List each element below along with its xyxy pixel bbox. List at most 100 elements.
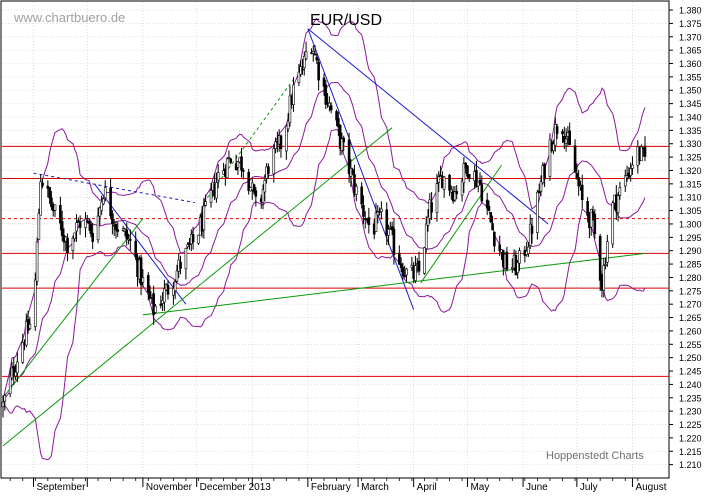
candle — [103, 180, 107, 202]
candle — [539, 175, 543, 196]
candle — [242, 167, 245, 180]
y-tick-label: 1.235 — [679, 393, 702, 403]
blue-trend-line — [307, 28, 549, 225]
candle — [35, 237, 39, 286]
candle — [573, 139, 577, 174]
candle — [125, 222, 129, 246]
candle — [340, 132, 344, 155]
candle — [543, 162, 546, 188]
candle — [335, 109, 338, 127]
candle — [279, 134, 283, 158]
candle — [254, 186, 258, 207]
candle — [304, 41, 308, 61]
candle — [354, 183, 358, 202]
candle — [640, 144, 643, 162]
candle — [315, 53, 319, 64]
candle — [75, 214, 78, 242]
candle — [172, 281, 175, 305]
green-trend-line — [420, 164, 502, 284]
candle — [100, 195, 103, 215]
candle — [324, 80, 328, 110]
green-trend-line — [2, 127, 393, 447]
candle — [424, 216, 428, 253]
candle — [302, 51, 306, 76]
candle — [322, 73, 326, 96]
candle — [577, 169, 580, 196]
candle — [317, 58, 320, 91]
candle — [401, 262, 405, 280]
candle — [288, 85, 292, 127]
y-tick-label: 1.300 — [679, 219, 702, 229]
candle — [166, 280, 170, 300]
y-tick-label: 1.360 — [679, 59, 702, 69]
candle — [139, 254, 143, 296]
candle — [209, 182, 213, 208]
y-axis: 1.210 1.215 1.220 1.225 1.230 1.235 1.240 1.245… — [669, 6, 702, 470]
candle — [1, 395, 5, 418]
candle — [360, 182, 363, 209]
candle — [329, 102, 333, 114]
candle — [337, 111, 340, 136]
candle — [518, 247, 521, 272]
candle — [552, 139, 555, 155]
candle — [78, 215, 82, 235]
candle — [301, 58, 304, 75]
candle — [263, 174, 267, 202]
candle — [84, 212, 87, 238]
candle — [50, 190, 53, 210]
candle — [417, 251, 421, 276]
candle — [403, 265, 406, 278]
candle — [537, 183, 541, 194]
candle — [611, 200, 615, 248]
candle — [313, 45, 317, 56]
candle — [286, 113, 290, 133]
candle — [8, 368, 12, 398]
candle — [568, 122, 571, 146]
y-tick-label: 1.255 — [679, 340, 702, 350]
plot-frame — [0, 0, 670, 479]
y-tick-label: 1.265 — [679, 313, 702, 323]
candle — [179, 255, 182, 275]
x-month-label: July — [580, 482, 598, 492]
green-trend-line — [142, 252, 646, 316]
candle — [606, 234, 609, 267]
candle — [37, 208, 41, 240]
candle — [16, 352, 19, 383]
y-tick-label: 1.380 — [679, 6, 702, 16]
watermark-text: www.chartbuero.de — [13, 10, 125, 25]
candle — [485, 192, 489, 216]
candle — [616, 192, 620, 222]
candle — [602, 257, 606, 298]
candle — [575, 163, 579, 180]
candle — [134, 231, 138, 260]
candle — [448, 173, 451, 197]
candle — [561, 129, 564, 143]
candle — [175, 264, 179, 283]
candle — [480, 175, 484, 204]
candle — [186, 242, 190, 249]
y-tick-label: 1.330 — [679, 139, 702, 149]
candle — [141, 269, 145, 288]
candle — [3, 393, 7, 411]
candle — [39, 174, 42, 216]
candle — [111, 209, 114, 235]
candle — [374, 203, 378, 232]
candle — [154, 304, 157, 314]
candle — [380, 201, 383, 220]
x-month-label: December 2013 — [200, 482, 272, 492]
candle — [442, 175, 446, 198]
candle — [564, 128, 568, 152]
y-tick-label: 1.355 — [679, 72, 702, 82]
candle — [227, 150, 231, 160]
candle — [146, 272, 150, 301]
candle — [204, 194, 207, 207]
candle — [28, 316, 32, 330]
candle — [405, 267, 408, 282]
candle — [252, 183, 256, 195]
candle — [152, 285, 155, 325]
candle — [102, 197, 105, 206]
candle — [292, 77, 295, 112]
candle — [487, 200, 491, 211]
y-tick-label: 1.240 — [679, 380, 702, 390]
